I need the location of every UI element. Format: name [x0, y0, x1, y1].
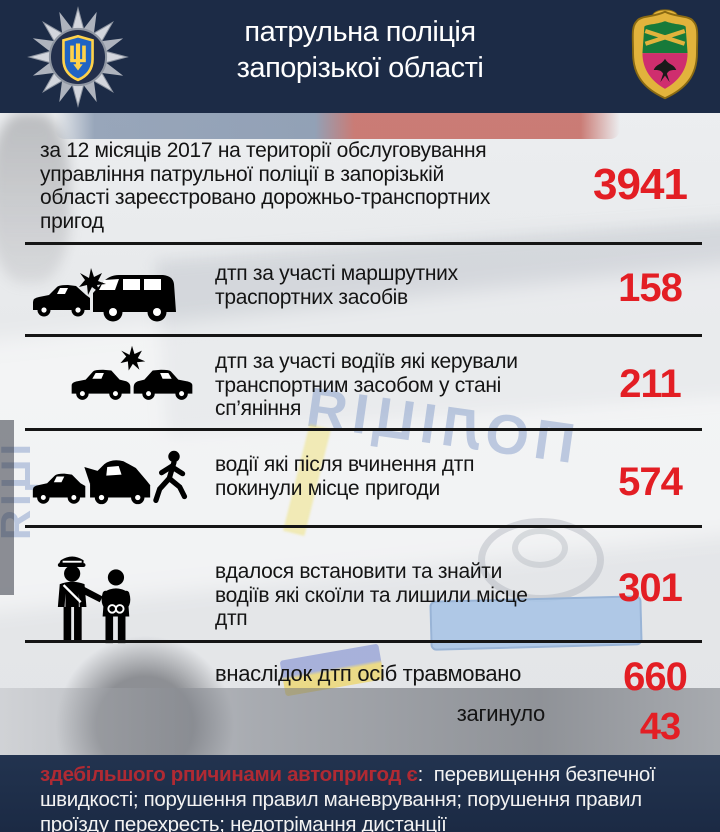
stat-hit-and-run-value: 574 [618, 460, 683, 504]
coat-of-arms-icon [631, 9, 699, 100]
footer-causes-text: здебільшого рпичинами автопригод є: пере… [40, 762, 690, 832]
hit-and-run-icon [32, 450, 188, 505]
stat-marshrutka-value: 158 [618, 266, 683, 310]
stat-injured-value: 660 [623, 655, 688, 699]
header: патрульна поліція запорізької області [0, 0, 720, 113]
stat-hit-and-run-text: водії які після вчинення дтп покинули мі… [215, 453, 475, 500]
divider [25, 334, 702, 337]
stat-total-accidents-text: за 12 місяців 2017 на території обслугов… [40, 139, 491, 233]
police-badge-icon [27, 6, 129, 108]
page-title-line2: запорізької області [236, 52, 484, 84]
page-title: патрульна поліція запорізької області [140, 14, 580, 86]
stat-drunk-driving-text: дтп за участі водіїв які керували трансп… [215, 350, 518, 420]
drunk-driving-collision-icon [71, 345, 193, 400]
stat-found-drivers-text: вдалося встановити та знайти водіїв які … [215, 560, 528, 630]
stat-drunk-driving-value: 211 [619, 362, 682, 406]
divider [25, 640, 702, 643]
footer-separator: : [417, 763, 424, 786]
stat-marshrutka-text: дтп за участі маршрутних траспортних зас… [215, 262, 458, 309]
stat-injured-text: внаслідок дтп осіб травмовано [215, 661, 522, 686]
stat-found-drivers-value: 301 [618, 566, 683, 610]
stat-total-accidents-value: 3941 [593, 160, 688, 209]
car-van-collision-icon [33, 268, 176, 322]
stat-killed-text: загинуло [456, 701, 546, 726]
divider [25, 525, 702, 528]
footer: здебільшого рпичинами автопригод є: пере… [0, 755, 720, 832]
arrest-icon [57, 556, 131, 644]
stat-killed-value: 43 [639, 706, 681, 748]
page-title-line1: патрульна поліція [244, 16, 476, 48]
footer-lead-text: здебільшого рпичинами автопригод є [40, 763, 418, 786]
divider [25, 242, 702, 245]
divider [25, 428, 702, 431]
